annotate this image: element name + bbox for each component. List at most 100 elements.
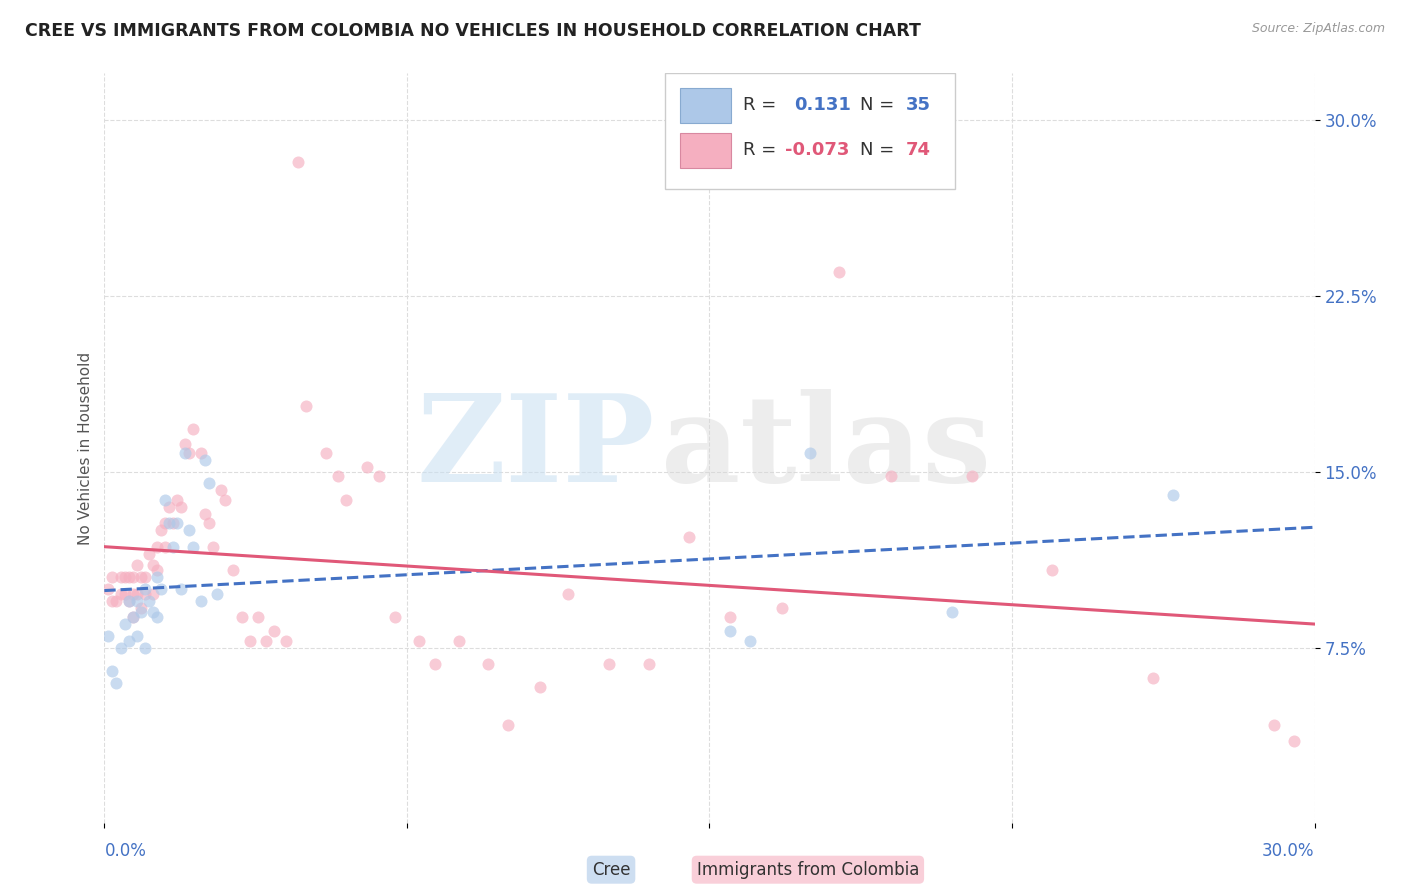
- Point: [125, 629, 148, 643]
- Point: [1142, 671, 1164, 685]
- Point: [177, 524, 200, 538]
- Point: [384, 610, 406, 624]
- Text: R =: R =: [744, 96, 776, 114]
- Point: [101, 570, 124, 584]
- Point: [166, 492, 188, 507]
- FancyBboxPatch shape: [665, 73, 955, 189]
- Text: 35: 35: [905, 96, 931, 114]
- Point: [146, 570, 169, 584]
- Text: N =: N =: [859, 96, 894, 114]
- Point: [125, 593, 148, 607]
- Point: [117, 593, 139, 607]
- Point: [138, 593, 160, 607]
- Point: [117, 633, 139, 648]
- Text: Cree: Cree: [592, 861, 630, 879]
- Point: [157, 500, 180, 514]
- Point: [142, 558, 165, 573]
- Point: [941, 606, 963, 620]
- Point: [114, 617, 136, 632]
- Point: [101, 664, 124, 678]
- Point: [718, 610, 741, 624]
- Point: [101, 593, 124, 607]
- Point: [770, 600, 793, 615]
- Point: [125, 587, 148, 601]
- Point: [149, 582, 172, 596]
- Point: [117, 593, 139, 607]
- Text: 0.131: 0.131: [794, 96, 851, 114]
- Point: [129, 606, 152, 620]
- Point: [97, 629, 120, 643]
- Point: [638, 657, 661, 671]
- Point: [960, 469, 983, 483]
- Point: [117, 570, 139, 584]
- Text: Immigrants from Colombia: Immigrants from Colombia: [697, 861, 920, 879]
- Point: [121, 610, 143, 624]
- Point: [239, 633, 262, 648]
- Point: [1163, 488, 1185, 502]
- Text: N =: N =: [859, 141, 894, 160]
- Text: -0.073: -0.073: [785, 141, 849, 160]
- Text: ZIP: ZIP: [416, 389, 655, 508]
- Point: [367, 469, 389, 483]
- Point: [146, 563, 169, 577]
- FancyBboxPatch shape: [681, 133, 731, 168]
- Y-axis label: No Vehicles in Household: No Vehicles in Household: [79, 351, 93, 545]
- Point: [678, 530, 700, 544]
- Point: [222, 563, 245, 577]
- Point: [138, 547, 160, 561]
- Point: [157, 516, 180, 531]
- Point: [162, 516, 184, 531]
- Point: [335, 492, 357, 507]
- Point: [146, 540, 169, 554]
- Point: [1040, 563, 1063, 577]
- Point: [134, 640, 156, 655]
- Point: [190, 446, 212, 460]
- Point: [174, 436, 197, 450]
- Text: R =: R =: [744, 141, 776, 160]
- Point: [181, 422, 204, 436]
- Point: [149, 524, 172, 538]
- Point: [129, 600, 152, 615]
- Point: [121, 570, 143, 584]
- Point: [153, 492, 176, 507]
- Point: [880, 469, 903, 483]
- Point: [114, 570, 136, 584]
- Text: 30.0%: 30.0%: [1263, 842, 1315, 860]
- Point: [202, 540, 225, 554]
- FancyBboxPatch shape: [681, 88, 731, 122]
- Point: [170, 500, 193, 514]
- Point: [110, 570, 132, 584]
- Point: [263, 624, 285, 639]
- Point: [557, 587, 579, 601]
- Point: [110, 587, 132, 601]
- Point: [174, 446, 197, 460]
- Point: [121, 587, 143, 601]
- Point: [315, 446, 337, 460]
- Point: [170, 582, 193, 596]
- Point: [146, 610, 169, 624]
- Point: [449, 633, 471, 648]
- Point: [598, 657, 620, 671]
- Point: [162, 540, 184, 554]
- Text: CREE VS IMMIGRANTS FROM COLOMBIA NO VEHICLES IN HOUSEHOLD CORRELATION CHART: CREE VS IMMIGRANTS FROM COLOMBIA NO VEHI…: [25, 22, 921, 40]
- Point: [121, 610, 143, 624]
- Point: [214, 492, 236, 507]
- Point: [1284, 734, 1306, 748]
- Point: [105, 675, 128, 690]
- Point: [134, 587, 156, 601]
- Text: 74: 74: [905, 141, 931, 160]
- Point: [1263, 718, 1285, 732]
- Point: [142, 587, 165, 601]
- Point: [153, 516, 176, 531]
- Point: [799, 446, 821, 460]
- Point: [142, 606, 165, 620]
- Point: [274, 633, 297, 648]
- Point: [134, 582, 156, 596]
- Text: Source: ZipAtlas.com: Source: ZipAtlas.com: [1251, 22, 1385, 36]
- Point: [718, 624, 741, 639]
- Point: [110, 640, 132, 655]
- Point: [181, 540, 204, 554]
- Point: [356, 460, 378, 475]
- Text: 0.0%: 0.0%: [104, 842, 146, 860]
- Point: [231, 610, 253, 624]
